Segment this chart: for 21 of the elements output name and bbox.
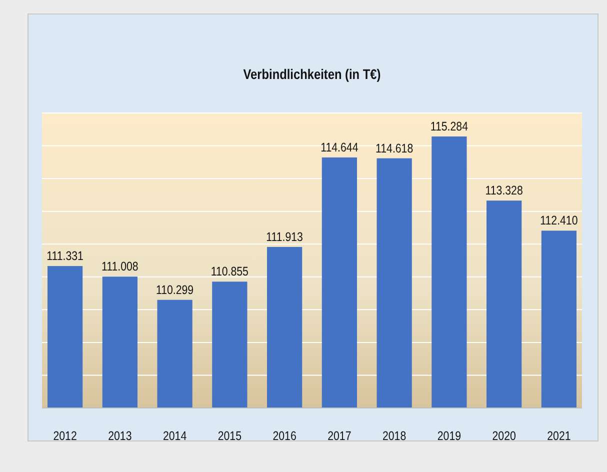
- data-label: 111.331: [46, 249, 84, 264]
- data-label: 111.008: [102, 260, 138, 274]
- x-tick-label: 2012: [53, 429, 77, 444]
- data-label: 114.644: [320, 140, 359, 155]
- data-label: 114.618: [376, 142, 414, 156]
- x-tick-label: 2015: [218, 429, 242, 444]
- data-label: 110.299: [156, 283, 194, 298]
- data-label: 110.855: [210, 264, 248, 279]
- x-tick-label: 2019: [437, 429, 462, 444]
- data-label: 111.913: [266, 230, 303, 244]
- data-label: 115.284: [430, 120, 468, 134]
- x-tick-label: 2021: [547, 429, 571, 444]
- x-tick-label: 2014: [162, 429, 188, 444]
- x-tick-label: 2018: [382, 429, 406, 444]
- data-label: 112.410: [540, 214, 578, 228]
- x-tick-label: 2017: [328, 429, 352, 444]
- x-tick-label: 2016: [272, 429, 296, 444]
- x-tick-label: 2020: [492, 429, 516, 444]
- data-label: 113.328: [485, 184, 523, 198]
- chart-title: Verbindlichkeiten (in T€): [243, 66, 381, 82]
- x-tick-label: 2013: [108, 429, 132, 444]
